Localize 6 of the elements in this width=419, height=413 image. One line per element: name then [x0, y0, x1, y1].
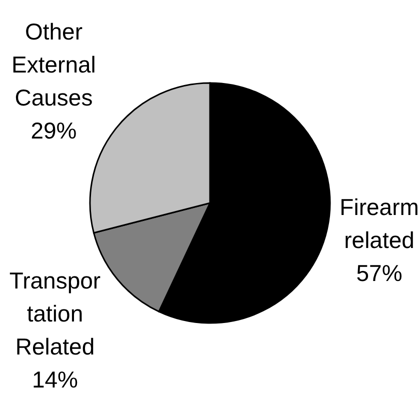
slice-label: Transportation Related: [9, 268, 101, 360]
data-label: 29%: [30, 117, 77, 144]
data-label: 14%: [32, 366, 78, 393]
data-label: 57%: [356, 260, 402, 286]
slice-label: Firearm related: [340, 194, 419, 253]
slice-label: Other External Causes: [12, 18, 96, 110]
